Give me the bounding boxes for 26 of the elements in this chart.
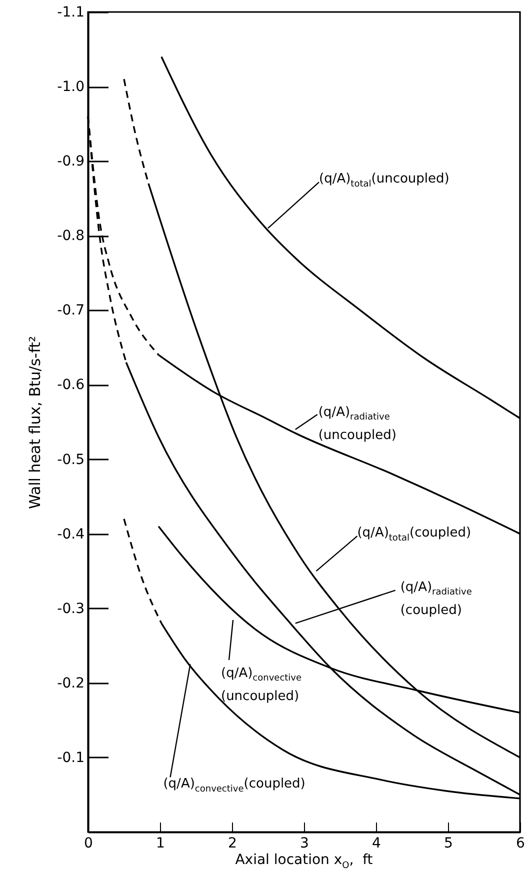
annotation: (q/A)$_{convective}$ (uncoupled) [221,665,302,705]
y-axis-title: Wall heat flux, Btu/s-ft² [26,336,44,509]
y-tick-label: -0.8 [57,228,84,244]
x-tick-label: 3 [300,836,309,852]
x-tick-label: 1 [156,836,165,852]
annotation: (q/A)$_{radiative}$ (uncoupled) [318,404,396,444]
x-axis-title: Axial location x$_{O}$, ft [235,852,373,873]
y-tick-label: -1.1 [57,4,84,20]
y-tick-label: -0.1 [57,750,84,766]
y-tick-label: -0.6 [57,377,85,394]
y-tick-label: -0.4 [57,526,85,542]
annotation: (q/A)$_{radiative}$ (coupled) [400,579,472,619]
x-tick-label: 2 [228,836,237,852]
y-tick-label: -0.9 [57,154,84,170]
annotation: (q/A)$_{convective}$(coupled) [163,776,306,797]
y-tick-label: -0.3 [57,600,84,617]
x-tick-label: 0 [84,836,93,852]
annotation: (q/A)$_{total}$(coupled) [357,524,472,546]
x-tick-label: 5 [444,836,453,852]
x-tick-label: 4 [372,836,382,852]
y-tick-label: -0.5 [57,452,84,468]
y-tick-label: -0.7 [57,302,84,319]
y-tick-label: -0.2 [57,675,84,692]
y-tick-label: -1.0 [57,79,84,96]
annotation: (q/A)$_{total}$(uncoupled) [319,170,450,192]
x-tick-label: 6 [516,836,526,852]
